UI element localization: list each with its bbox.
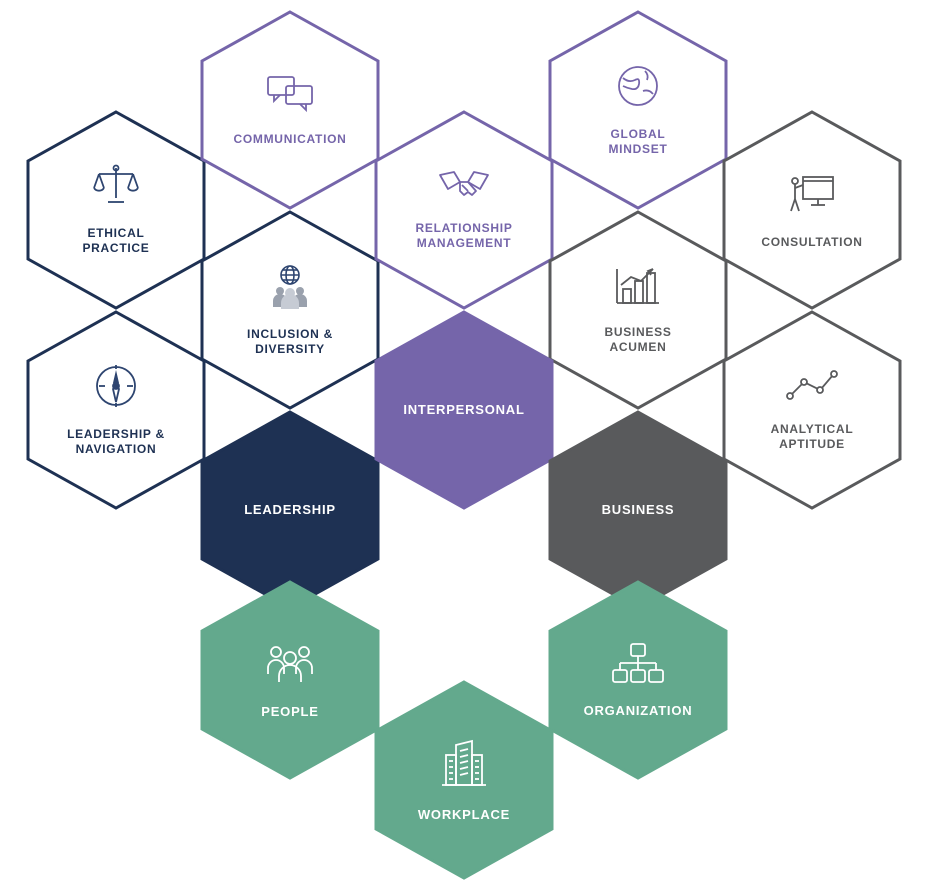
building-icon [440,737,488,789]
hex-label: BUSINESSACUMEN [604,325,671,355]
hex-label: GLOBALMINDSET [608,127,667,157]
scales-icon [91,164,141,208]
hex-leadership-navigation: LEADERSHIP &NAVIGATION [26,310,206,510]
hex-organization: ORGANIZATION [548,580,728,780]
globe-icon [615,63,661,109]
hex-relationship-management: RELATIONSHIPMANAGEMENT [374,110,554,310]
hex-label: RELATIONSHIPMANAGEMENT [415,221,512,251]
hex-label: ORGANIZATION [584,703,693,719]
hex-label: ANALYTICALAPTITUDE [771,422,854,452]
hex-label: CONSULTATION [761,235,862,250]
honeycomb-diagram: ETHICALPRACTICE LEADERSHIP &NAVIGATION [0,0,932,886]
hex-label: WORKPLACE [418,807,510,823]
compass-icon [93,363,139,409]
hex-communication: COMMUNICATION [200,10,380,210]
chart-icon [613,265,663,307]
people-icon [262,640,318,686]
hex-inclusion-diversity: INCLUSION &DIVERSITY [200,210,380,410]
presentation-icon [787,171,837,217]
hex-label: COMMUNICATION [233,132,346,147]
hex-consultation: CONSULTATION [722,110,902,310]
hex-global-mindset: GLOBALMINDSET [548,10,728,210]
globe-people-icon [265,263,315,309]
hex-label: INTERPERSONAL [403,402,524,418]
hex-people: PEOPLE [200,580,380,780]
hex-label: LEADERSHIP &NAVIGATION [67,427,165,457]
hex-label: BUSINESS [602,502,675,518]
analytics-icon [784,368,840,404]
chat-icon [264,74,316,114]
org-icon [610,641,666,685]
hex-label: LEADERSHIP [244,502,336,518]
hex-analytical-aptitude: ANALYTICALAPTITUDE [722,310,902,510]
hex-interpersonal: INTERPERSONAL [374,310,554,510]
hex-label: INCLUSION &DIVERSITY [247,327,333,357]
hex-ethical-practice: ETHICALPRACTICE [26,110,206,310]
hex-label: PEOPLE [261,704,318,720]
handshake-icon [436,169,492,203]
hex-business-acumen: BUSINESSACUMEN [548,210,728,410]
hex-workplace: WORKPLACE [374,680,554,880]
hex-label: ETHICALPRACTICE [82,226,149,256]
